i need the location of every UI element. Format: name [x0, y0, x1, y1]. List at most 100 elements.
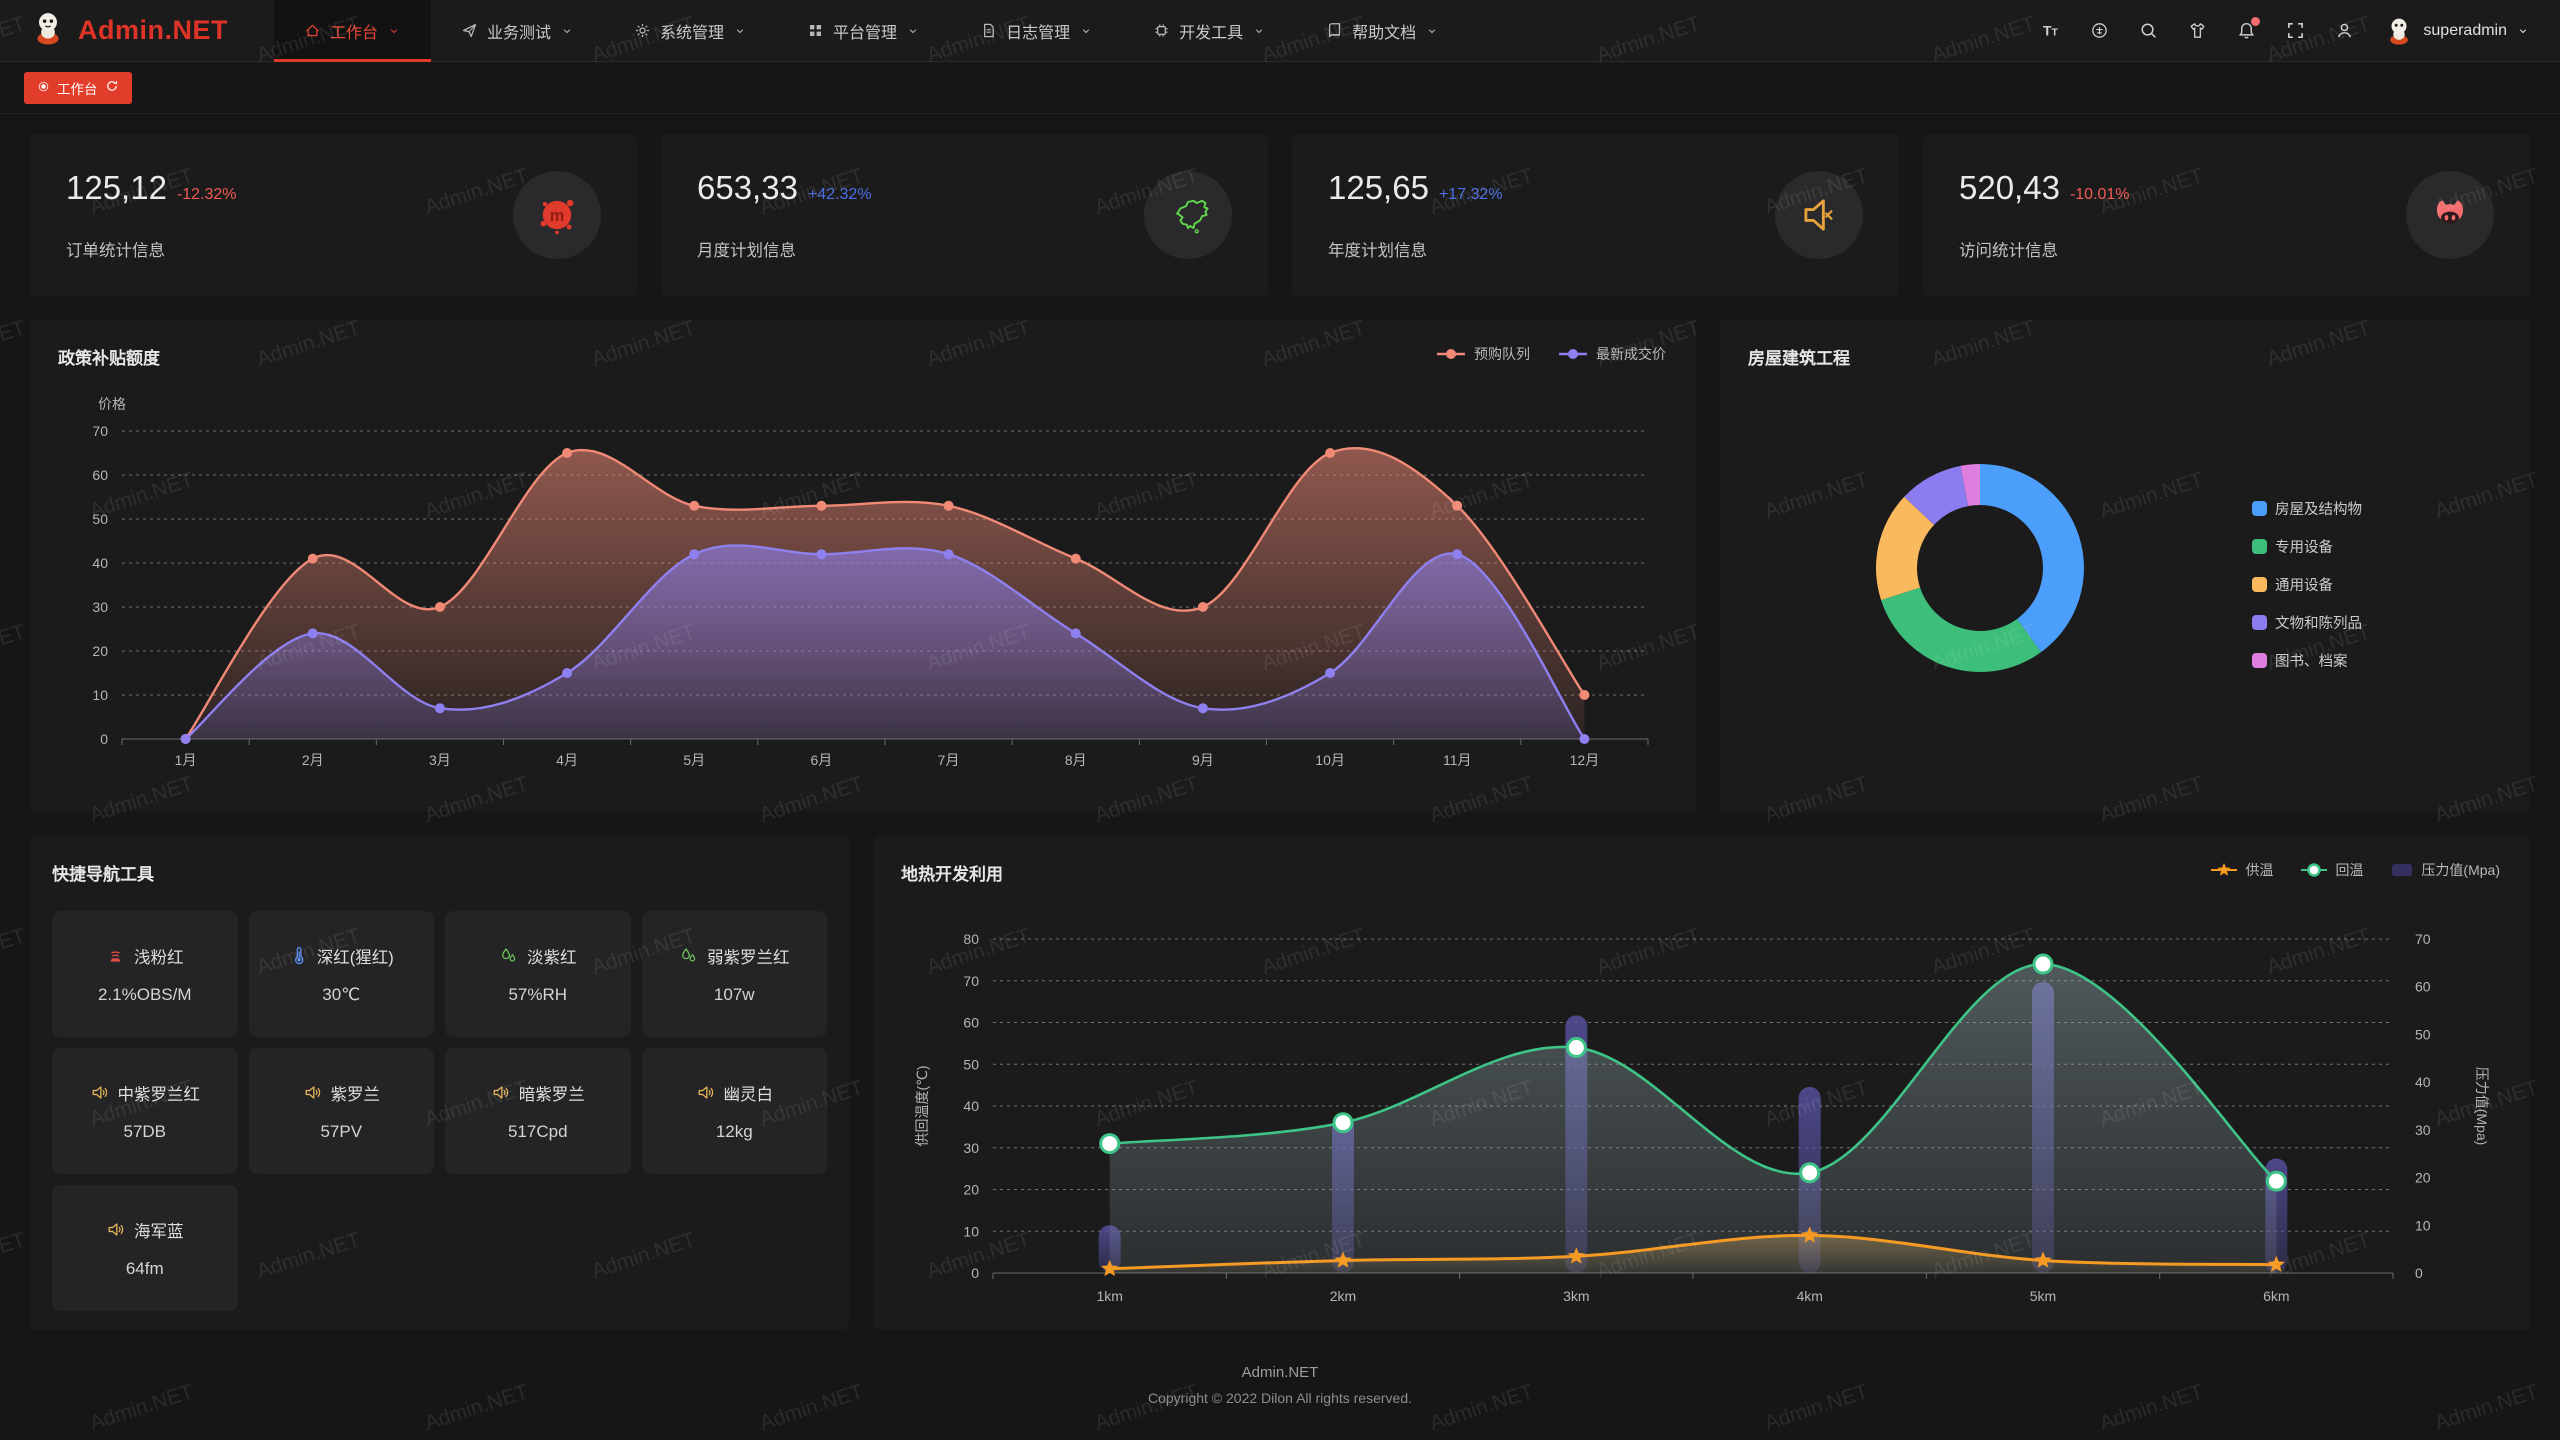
- svg-text:6km: 6km: [2263, 1288, 2289, 1304]
- nav-item-label: 系统管理: [660, 24, 725, 42]
- user-menu[interactable]: superadmin: [2384, 16, 2530, 46]
- refresh-icon[interactable]: [105, 79, 119, 96]
- quick-nav-value: 30℃: [322, 984, 361, 1004]
- fullscreen-button[interactable]: [2286, 21, 2305, 40]
- legend-item-压力值(Mpa)[interactable]: 压力值(Mpa): [2391, 860, 2500, 880]
- quick-nav-value: 57%RH: [508, 984, 568, 1004]
- chart-title: 地热开发利用: [901, 865, 1003, 884]
- nav-item-2[interactable]: 业务测试: [431, 0, 604, 61]
- grid-icon: [810, 24, 822, 37]
- quick-nav-value: 107w: [713, 984, 755, 1004]
- humidity-icon: [502, 947, 516, 962]
- legend-item-专用设备[interactable]: 专用设备: [2252, 536, 2362, 557]
- svg-text:70: 70: [963, 973, 979, 989]
- stat-cards-row: 125,12 -12.32% 订单统计信息 m 653,33 +42.32% 月度计划信息 1…: [30, 134, 2530, 296]
- language-button[interactable]: [2090, 21, 2109, 40]
- tab-label: 工作台: [57, 81, 98, 97]
- legend-label: 文物和陈列品: [2275, 616, 2362, 632]
- speaker-icon: [698, 1086, 713, 1099]
- svg-text:8月: 8月: [1065, 752, 1087, 768]
- search-button[interactable]: [2139, 21, 2158, 40]
- quick-nav-item-2[interactable]: 深红(猩红) 30℃: [248, 911, 434, 1037]
- speaker-icon: [493, 1086, 508, 1099]
- quick-nav-item-8[interactable]: 幽灵白 12kg: [641, 1048, 827, 1174]
- nav-item-5[interactable]: 日志管理: [950, 0, 1123, 61]
- svg-text:10: 10: [2415, 1217, 2431, 1233]
- quick-nav-item-7[interactable]: 暗紫罗兰 517Cpd: [445, 1048, 631, 1174]
- nav-item-3[interactable]: 系统管理: [604, 0, 777, 61]
- legend-item-回温[interactable]: 回温: [2301, 860, 2363, 880]
- nav-item-7[interactable]: 帮助文档: [1296, 0, 1469, 61]
- svg-text:6月: 6月: [811, 752, 833, 768]
- svg-text:2月: 2月: [302, 752, 324, 768]
- legend-item-最新成交价[interactable]: 最新成交价: [1558, 344, 1666, 364]
- stat-label: 月度计划信息: [697, 242, 796, 260]
- humidity-icon: [682, 947, 696, 962]
- mascot-logo-icon: [30, 10, 66, 51]
- legend-item-供温[interactable]: 供温: [2211, 860, 2273, 880]
- legend-item-房屋及结构物[interactable]: 房屋及结构物: [2252, 498, 2362, 519]
- svg-text:3km: 3km: [1563, 1288, 1589, 1304]
- dashboard-content: 125,12 -12.32% 订单统计信息 m 653,33 +42.32% 月度计划信息 1…: [0, 114, 2560, 1406]
- tab-workbench[interactable]: 工作台: [24, 71, 132, 104]
- legend-swatch: [2252, 615, 2267, 630]
- nav-item-4[interactable]: 平台管理: [777, 0, 950, 61]
- legend-label: 通用设备: [2275, 578, 2333, 594]
- legend-item-图书、档案[interactable]: 图书、档案: [2252, 650, 2362, 671]
- notification-badge: [2251, 17, 2261, 26]
- legend-item-通用设备[interactable]: 通用设备: [2252, 574, 2362, 595]
- stat-label: 年度计划信息: [1328, 242, 1427, 260]
- quick-nav-item-3[interactable]: 淡紫红 57%RH: [445, 911, 631, 1037]
- speaker-icon: [305, 1086, 320, 1099]
- stat-info: 125,65 +17.32% 年度计划信息: [1328, 169, 1503, 261]
- quick-nav-label: 幽灵白: [723, 1085, 774, 1104]
- stat-delta: -12.32%: [176, 186, 237, 203]
- nav-item-1[interactable]: 工作台: [274, 0, 432, 62]
- chevron-down-icon: [2519, 28, 2527, 33]
- stat-icon-circle: [2406, 171, 2494, 259]
- quick-nav-item-6[interactable]: 紫罗兰 57PV: [248, 1048, 434, 1174]
- send-icon: [462, 23, 477, 38]
- stat-icon-circle: m: [513, 171, 601, 259]
- speaker-mute-icon: [1804, 199, 1833, 231]
- bell-icon: [2239, 22, 2255, 39]
- legend-label: 房屋及结构物: [2275, 502, 2362, 518]
- stat-card-2: 653,33 +42.32% 月度计划信息: [661, 134, 1268, 296]
- stat-value: 125,12: [66, 169, 167, 206]
- chevron-down-icon: [563, 28, 571, 33]
- quick-nav-item-9[interactable]: 海军蓝 64fm: [52, 1185, 238, 1311]
- footer-brand: Admin.NET: [1241, 1364, 1319, 1381]
- quick-nav-label: 中紫罗兰红: [117, 1085, 201, 1104]
- stat-delta: +42.32%: [807, 186, 872, 203]
- quick-nav-item-5[interactable]: 中紫罗兰红 57DB: [52, 1048, 238, 1174]
- quick-nav-label: 暗紫罗兰: [518, 1085, 585, 1104]
- legend-label: 回温: [2335, 862, 2364, 878]
- stat-info: 125,12 -12.32% 订单统计信息: [66, 169, 237, 261]
- nav-item-label: 帮助文档: [1352, 24, 1417, 42]
- building-project-chart-card: 房屋建筑工程 房屋及结构物 专用设备 通用设备 文物和陈列品 图书、档案: [1720, 320, 2530, 812]
- donut-legend: 房屋及结构物专用设备通用设备文物和陈列品图书、档案: [2252, 498, 2362, 671]
- chevron-down-icon: [1082, 28, 1090, 33]
- donut-chart: [1876, 464, 2084, 672]
- quick-nav-value: 64fm: [125, 1258, 164, 1278]
- legend-item-预购队列[interactable]: 预购队列: [1436, 344, 1530, 364]
- nav-item-label: 业务测试: [487, 24, 552, 42]
- legend-label: 供温: [2245, 862, 2274, 878]
- legend-label: 预购队列: [1474, 346, 1530, 362]
- profile-button[interactable]: [2335, 21, 2354, 40]
- search-icon: [2141, 23, 2157, 38]
- theme-button[interactable]: [2188, 21, 2207, 40]
- legend-item-文物和陈列品[interactable]: 文物和陈列品: [2252, 612, 2362, 633]
- svg-text:40: 40: [2415, 1074, 2431, 1090]
- thermometer-icon: [294, 946, 304, 965]
- app-logo[interactable]: Admin.NET: [0, 0, 274, 61]
- notifications-button[interactable]: [2237, 17, 2261, 40]
- svg-text:50: 50: [92, 511, 108, 527]
- chevron-down-icon: [1428, 28, 1436, 33]
- smoke-icon: [110, 951, 121, 962]
- quick-nav-item-1[interactable]: 浅粉红 2.1%OBS/M: [52, 911, 238, 1037]
- nav-item-6[interactable]: 开发工具: [1123, 0, 1296, 61]
- quick-nav-item-4[interactable]: 弱紫罗兰红 107w: [641, 911, 827, 1037]
